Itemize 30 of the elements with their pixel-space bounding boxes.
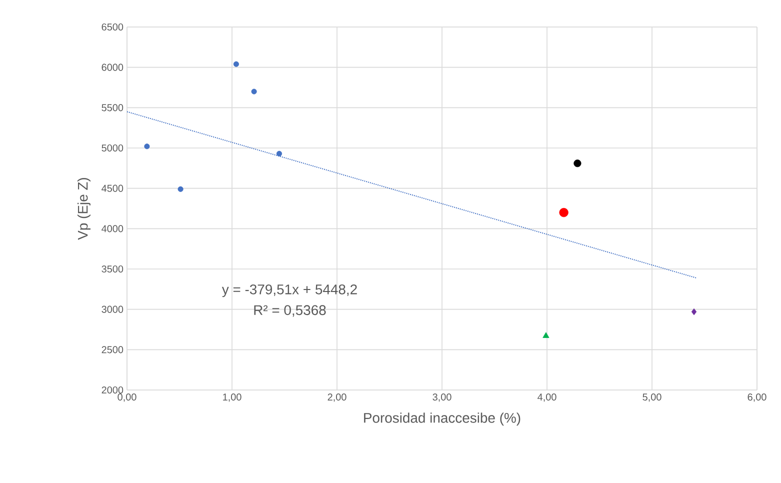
point (251, 88, 257, 94)
point (178, 186, 184, 192)
y-tick-label: 5000 (102, 144, 124, 152)
x-axis-title: Porosidad inaccesibe (%) (364, 412, 520, 426)
point (574, 160, 582, 168)
y-tick-label: 2500 (102, 346, 124, 354)
x-tick-label: 1,00 (223, 394, 242, 402)
y-tick-label: 4000 (102, 225, 124, 232)
x-tick-label: 3,00 (432, 394, 452, 402)
x-tick-label: 4,00 (538, 394, 556, 402)
y-tick-label: 5500 (102, 104, 124, 112)
x-tick-label: 2,00 (328, 394, 346, 402)
point (276, 150, 282, 156)
annotation: R² = 0,5368 (254, 305, 326, 317)
point (144, 144, 150, 150)
point (559, 208, 568, 218)
y-tick-label: 4500 (102, 184, 124, 192)
y-tick-label: 6500 (102, 23, 124, 31)
y-tick-label: 2000 (102, 386, 124, 394)
annotation: y = -379,51x + 5448,2 (222, 284, 357, 298)
x-tick-label: 0,00 (118, 394, 136, 402)
point (233, 61, 239, 67)
y-axis-title: Vp (Eje Z) (77, 178, 90, 240)
y-tick-label: 6000 (102, 64, 124, 71)
point (542, 332, 550, 338)
point (691, 308, 697, 316)
x-tick-label: 6,00 (748, 394, 766, 402)
y-tick-label: 3000 (102, 306, 124, 313)
y-tick-label: 3500 (102, 265, 124, 273)
x-tick-label: 5,00 (642, 394, 662, 402)
